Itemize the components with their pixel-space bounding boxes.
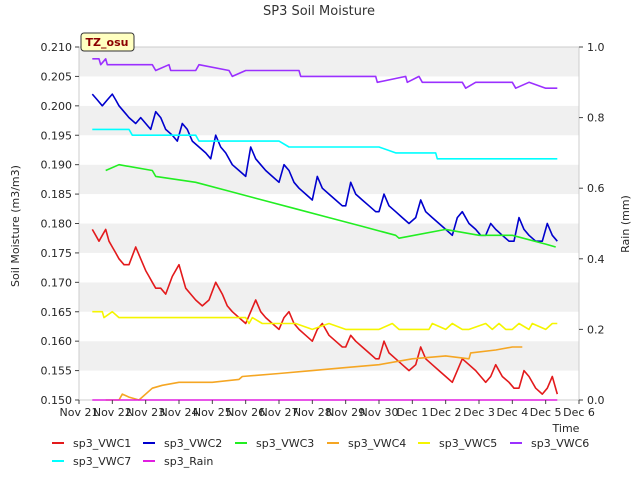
series-group — [91, 57, 559, 401]
x-tick-label: Nov 29 — [326, 406, 365, 419]
grid-band — [79, 76, 579, 106]
legend-label: sp3_VWC7 — [73, 455, 131, 468]
y2-tick-label: 0.4 — [587, 253, 605, 266]
y-tick-label: 0.165 — [41, 306, 73, 319]
x-tick-label: Dec 3 — [463, 406, 495, 419]
x-tick-label: Nov 28 — [293, 406, 332, 419]
chart-title: SP3 Soil Moisture — [263, 4, 375, 19]
legend-label: sp3_VWC4 — [348, 437, 406, 450]
x-tick-label: Nov 23 — [126, 406, 165, 419]
grid-band — [79, 47, 579, 77]
grid-band — [79, 223, 579, 253]
site-badge-box — [80, 32, 135, 52]
x-tick-label: Dec 2 — [430, 406, 462, 419]
grid-band — [79, 164, 579, 195]
legend-label: sp3_VWC1 — [73, 437, 131, 450]
y-tick-label: 0.205 — [41, 70, 73, 83]
grid-band — [79, 135, 579, 165]
site-badge-text: TZ_osu — [86, 36, 129, 49]
legend-label: sp3_Rain — [164, 455, 213, 468]
x-tick-label: Nov 21 — [60, 406, 99, 419]
series-line-sp3-vwc3 — [105, 163, 556, 248]
legend-label: sp3_VWC3 — [256, 437, 314, 450]
grid-band — [79, 194, 579, 224]
legend-label: sp3_VWC5 — [439, 437, 497, 450]
grid-band — [79, 370, 579, 400]
grid-bands — [79, 47, 579, 400]
x-tick-label: Nov 26 — [226, 406, 265, 419]
legend-label: sp3_VWC2 — [164, 437, 222, 450]
y-tick-label: 0.190 — [41, 159, 73, 172]
x-tick-label: Nov 25 — [193, 406, 232, 419]
series-line-sp3-vwc4 — [105, 346, 523, 401]
x-tick-label: Dec 4 — [496, 406, 528, 419]
grid-band — [79, 311, 579, 342]
y-tick-label: 0.155 — [41, 365, 73, 378]
x-axis-label: Time — [552, 422, 580, 435]
x-tick-label: Nov 24 — [160, 406, 199, 419]
y-tick-label: 0.160 — [41, 335, 73, 348]
series-line-sp3-vwc5 — [92, 310, 558, 331]
site-badge: TZ_osu — [80, 32, 135, 52]
y2-axis-label: Rain (mm) — [619, 195, 632, 253]
y2-tick-label: 0.8 — [587, 112, 605, 125]
x-tick-label: Nov 22 — [93, 406, 132, 419]
y-tick-label: 0.195 — [41, 129, 73, 142]
y2-tick-label: 0.2 — [587, 323, 605, 336]
y-tick-label: 0.200 — [41, 100, 73, 113]
grid-band — [79, 341, 579, 371]
legend: sp3_VWC1 sp3_VWC2 sp3_VWC3 sp3_VWC4 sp3_VWC5… — [52, 437, 589, 468]
y2-tick-label: 0.6 — [587, 182, 605, 195]
y-tick-label: 0.150 — [41, 394, 73, 407]
y2-axis-ticks: 0.0 0.2 0.4 0.6 0.8 1.0 — [579, 41, 605, 407]
y-tick-label: 0.185 — [41, 188, 73, 201]
x-tick-label: Dec 6 — [563, 406, 595, 419]
series-line-sp3-vwc7 — [92, 128, 558, 160]
legend-label: sp3_VWC6 — [531, 437, 589, 450]
y2-tick-label: 0.0 — [587, 394, 605, 407]
series-line-sp3-vwc6 — [92, 57, 558, 89]
y-tick-label: 0.170 — [41, 276, 73, 289]
y-axis-label: Soil Moisture (m3/m3) — [9, 165, 22, 287]
x-tick-label: Dec 1 — [396, 406, 428, 419]
x-tick-label: Nov 30 — [360, 406, 399, 419]
y-tick-label: 0.175 — [41, 247, 73, 260]
y-axis-ticks: 0.150 0.155 0.160 0.165 0.170 0.175 0.180 0.185… — [41, 41, 79, 407]
series-line-sp3-vwc1 — [91, 228, 559, 395]
grid-band — [79, 282, 579, 312]
y2-tick-label: 1.0 — [587, 41, 605, 54]
x-tick-label: Dec 5 — [530, 406, 562, 419]
grid-band — [79, 252, 579, 283]
x-tick-label: Nov 27 — [260, 406, 299, 419]
y-tick-label: 0.210 — [41, 41, 73, 54]
y-tick-label: 0.180 — [41, 218, 73, 231]
